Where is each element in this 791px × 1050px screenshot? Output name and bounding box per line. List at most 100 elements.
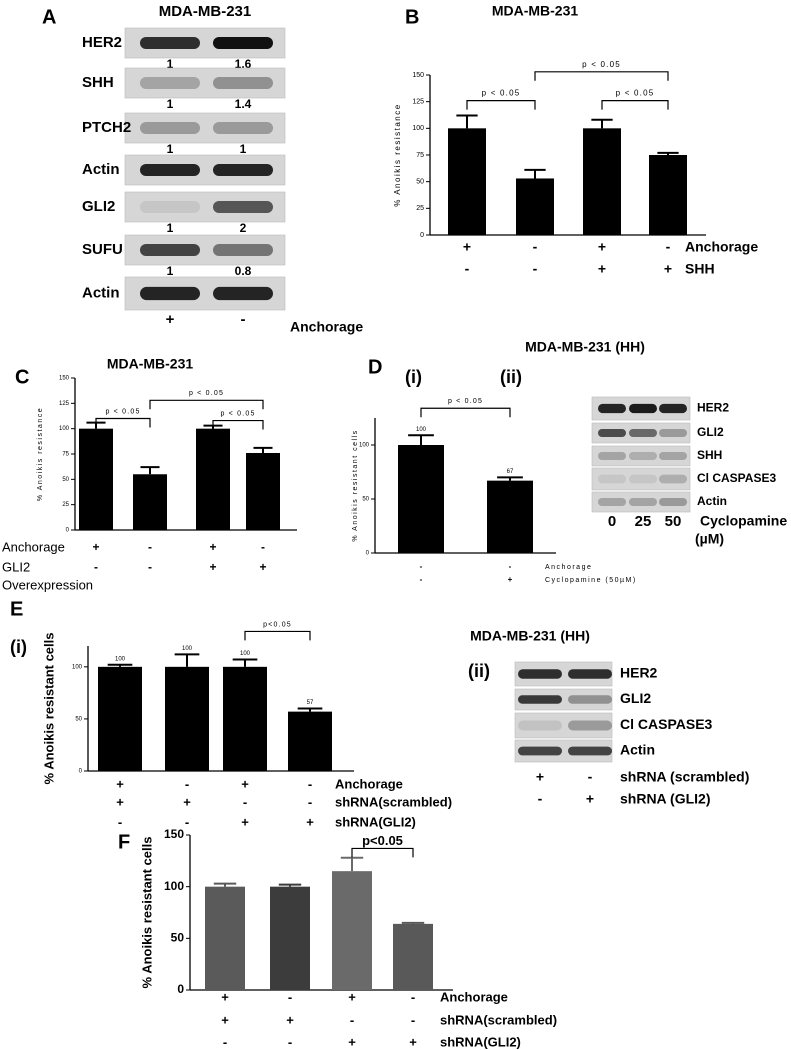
y-tick-label: 0	[79, 769, 83, 775]
blot-quantification: 1.4	[235, 97, 252, 111]
y-tick-label: 50	[362, 497, 369, 503]
error-bar	[213, 882, 237, 887]
significance-bracket	[149, 399, 264, 410]
panel-sublabel: (i)	[10, 637, 27, 657]
condition-sign: +	[598, 261, 606, 277]
significance-label: p < 0.05	[105, 408, 140, 415]
error-bar	[524, 168, 546, 179]
condition-label: Anchorage	[335, 776, 403, 791]
lane-row-label: Cyclopamine	[700, 513, 787, 529]
condition-label: Anchorage	[440, 989, 508, 1004]
blot-band	[213, 201, 273, 213]
y-tick-label: 150	[59, 376, 70, 382]
condition-sign: -	[308, 776, 312, 791]
blot-row-label: SHH	[697, 448, 722, 462]
data-label: 57	[307, 700, 314, 706]
condition-sign: +	[286, 1012, 294, 1027]
blot-band	[598, 498, 626, 506]
chart-title: MDA-MB-231	[492, 3, 579, 19]
significance-label: p<0.05	[362, 833, 403, 848]
blot-quantification: 0.8	[235, 264, 252, 278]
condition-sign: +	[116, 794, 124, 809]
blot-row-label: GLI2	[620, 690, 651, 706]
blot-title: MDA-MB-231	[159, 3, 252, 20]
blot-band	[659, 403, 687, 414]
condition-label: Anchorage	[545, 564, 592, 571]
condition-sign: -	[533, 261, 538, 277]
y-axis-label: % Anoikis resistant cells	[352, 429, 359, 541]
lane-label: -	[241, 311, 246, 328]
condition-sign: +	[221, 989, 229, 1004]
error-bar	[591, 118, 613, 129]
condition-sign: +	[209, 540, 216, 554]
chart-title: MDA-MB-231	[107, 356, 194, 372]
condition-sign: -	[411, 1012, 415, 1027]
blot-row-label: Cl CASPASE3	[620, 716, 713, 732]
blot-row-label: SUFU	[82, 241, 123, 258]
blot-row-label: GLI2	[82, 198, 115, 215]
bar	[79, 428, 113, 530]
blot-quantification: 1.6	[235, 57, 252, 71]
panel-label: A	[42, 6, 56, 28]
blot-quantification: 2	[240, 221, 247, 235]
condition-label: Anchorage	[2, 539, 65, 554]
y-axis-label: % Anoikis resistance	[393, 103, 402, 206]
bar	[583, 128, 621, 235]
panel-sublabel: (ii)	[500, 367, 522, 387]
condition-sign: -	[465, 261, 470, 277]
blot-band	[140, 244, 200, 256]
blot-strip	[124, 112, 286, 144]
blot-row-label: SHH	[82, 74, 114, 91]
condition-sign: -	[666, 239, 671, 255]
data-label: 67	[507, 469, 514, 475]
significance-bracket	[420, 407, 511, 418]
blot-quantification: 1	[240, 142, 247, 156]
blot-row-label: HER2	[697, 401, 729, 415]
significance-bracket	[95, 417, 151, 428]
lane-label: 0	[608, 513, 616, 530]
significance-label: p < 0.05	[616, 89, 655, 98]
condition-sign: +	[92, 540, 99, 554]
error-bar	[401, 921, 425, 924]
bar	[196, 428, 230, 530]
error-bar	[456, 114, 478, 129]
blot-row-label: Actin	[82, 161, 120, 178]
condition-label: shRNA(GLI2)	[335, 814, 416, 829]
error-bar	[297, 707, 323, 712]
error-bar	[497, 476, 523, 481]
data-label: 100	[182, 646, 193, 652]
data-label: 100	[115, 656, 126, 662]
blot-quantification: 1	[167, 221, 174, 235]
condition-sign: -	[350, 1012, 354, 1027]
blot-row-label: Actin	[82, 284, 120, 301]
bar	[516, 178, 554, 235]
blot-band	[568, 669, 612, 679]
blot-quantification: 1	[167, 264, 174, 278]
error-bar	[340, 856, 364, 872]
condition-sign: -	[185, 814, 189, 829]
blot-band	[213, 164, 273, 176]
significance-label: p < 0.05	[189, 390, 224, 397]
blot-strip	[124, 67, 286, 99]
blot-band	[659, 429, 687, 437]
lane-label: +	[166, 311, 175, 328]
blot-row-label: HER2	[82, 34, 122, 51]
y-tick-label: 150	[164, 827, 184, 841]
y-tick-label: 100	[72, 664, 83, 670]
condition-sign: -	[223, 1034, 227, 1049]
panel-label: F	[118, 831, 130, 853]
blot-band	[140, 37, 200, 49]
blot-band	[629, 498, 657, 506]
blot-band	[598, 452, 626, 460]
lane-row-label: Anchorage	[290, 319, 363, 335]
significance-bracket	[466, 100, 536, 110]
significance-label: p < 0.05	[220, 410, 255, 417]
y-tick-label: 100	[359, 443, 370, 449]
lane-unit: (µM)	[695, 531, 724, 547]
blot-band	[659, 498, 687, 506]
blot-band	[140, 164, 200, 176]
blot-quantification: 1	[167, 97, 174, 111]
lane-row-label: shRNA (GLI2)	[620, 791, 710, 807]
condition-sign: +	[209, 560, 216, 574]
